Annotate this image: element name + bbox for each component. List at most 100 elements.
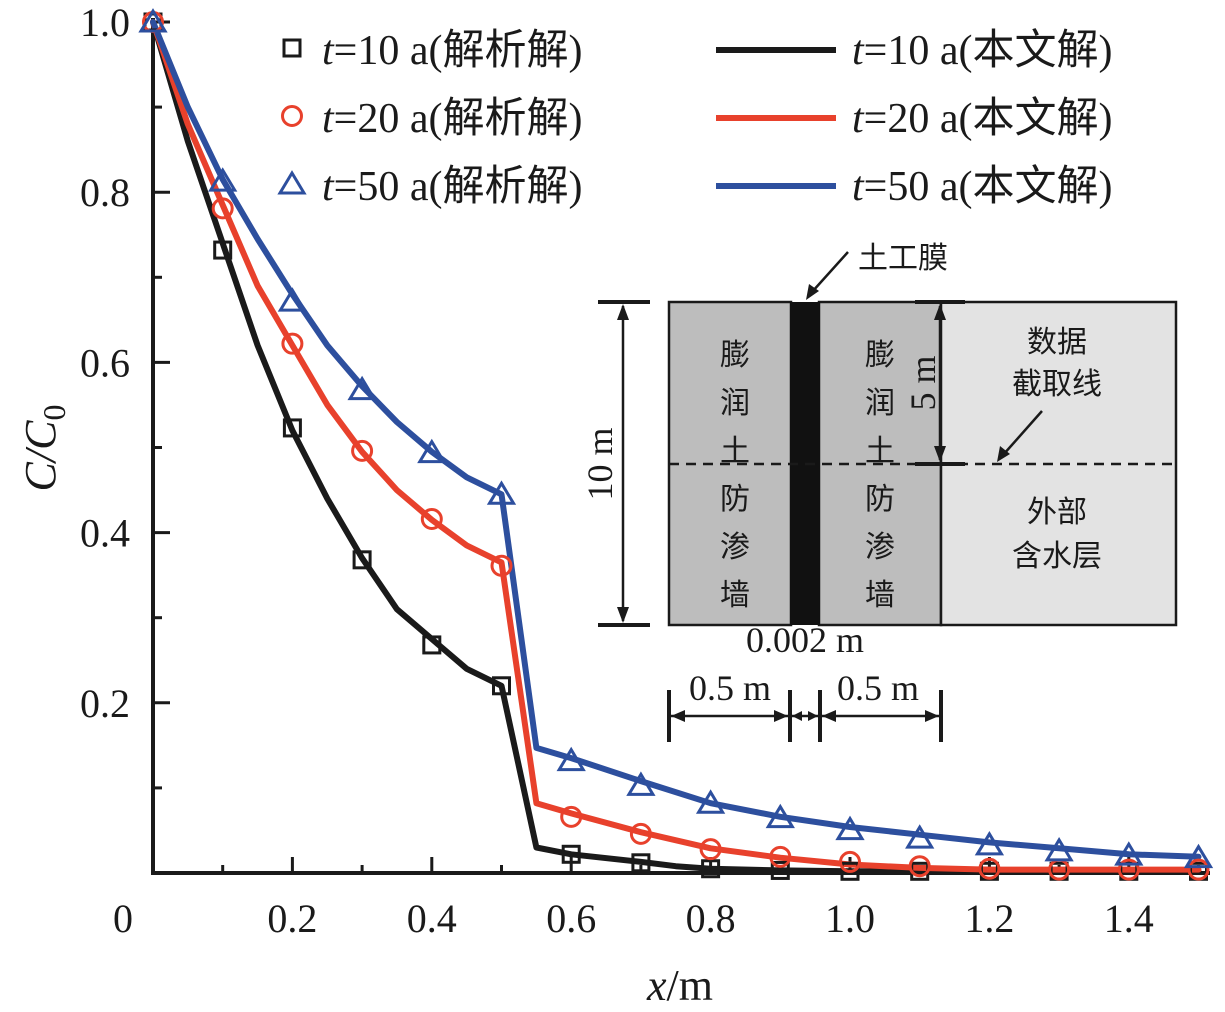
data-point-t20 (978, 857, 1001, 880)
x-tick-label: 0.6 (546, 896, 596, 941)
y-tick-label: 1.0 (80, 0, 130, 45)
legend-marker-t20 (281, 105, 303, 127)
x-tick-label: 0 (113, 896, 133, 941)
wall-label-char: 渗 (865, 530, 895, 565)
left-width-arrow-r (774, 710, 788, 722)
svg-text:C/C0: C/C0 (16, 405, 72, 492)
left-width-label: 0.5 m (689, 668, 771, 708)
right-width-label: 0.5 m (837, 668, 919, 708)
data-point-t20 (560, 805, 583, 828)
data-point-t20 (1187, 858, 1210, 881)
half-dim-arrow-bottom (934, 446, 946, 462)
data-point-t10 (561, 844, 581, 864)
legend-label: t=10 a(解析解) (322, 28, 582, 74)
wall-label-char: 渗 (720, 530, 750, 565)
analytical-series (138, 8, 1214, 881)
data-point-t20 (351, 439, 374, 462)
data-point-t20 (699, 838, 722, 861)
data-point-t50 (417, 438, 447, 464)
legend-label: t=10 a(本文解) (852, 27, 1112, 74)
half-dim-arrow-top (934, 304, 946, 320)
y-tick-label: 0.2 (80, 681, 130, 726)
wall-label-char: 润 (865, 386, 895, 421)
legend: t=10 a(解析解) t=20 a(解析解) t=50 a(解析解) t=10 a(… (277, 27, 1112, 210)
data-point-t20 (420, 507, 443, 530)
right-width-arrow-l (822, 710, 836, 722)
legend-marker-t50 (277, 170, 307, 195)
x-ticks: 0 0.2 0.4 0.6 0.8 1.0 1.2 1.4 (113, 857, 1200, 941)
data-point-t20 (1117, 858, 1140, 881)
aquifer-label-1: 外部 (1027, 495, 1087, 530)
data-point-t10 (770, 860, 790, 880)
data-point-t10 (213, 240, 233, 260)
wall-label-char: 墙 (720, 578, 750, 613)
data-point-t50 (905, 824, 935, 849)
data-point-t50 (835, 815, 865, 841)
numerical-series (150, 19, 1202, 875)
legend-marker-t10 (282, 38, 302, 58)
wall-label-char: 润 (720, 386, 750, 421)
data-point-t20 (908, 855, 931, 878)
height-dim-arrow-top (617, 304, 629, 320)
y-tick-label: 0.8 (80, 170, 130, 215)
geomembrane-label: 土工膜 (858, 241, 948, 276)
geomembrane-arrowhead (806, 284, 819, 300)
height-dim-label-group: 10 m (580, 427, 620, 500)
x-tick-label: 1.0 (825, 896, 875, 941)
data-point-t20 (281, 332, 304, 355)
data-line-label-2: 截取线 (1012, 367, 1102, 402)
data-point-t50 (277, 287, 308, 312)
data-point-t20 (769, 845, 792, 868)
wall-label-char: 膨 (865, 338, 895, 373)
data-point-t10 (840, 861, 860, 881)
data-line-label-1: 数据 (1027, 325, 1087, 360)
data-point-t10 (282, 418, 302, 438)
half-dim-label-group: 5 m (903, 355, 943, 410)
membrane-arrow-r (808, 711, 818, 721)
data-point-t50 (1044, 836, 1074, 862)
x-tick-label: 0.2 (267, 896, 317, 941)
legend-label: t=20 a(解析解) (322, 96, 582, 142)
data-point-t50 (486, 480, 517, 505)
data-point-t10 (352, 550, 372, 570)
data-line-arrowhead (997, 446, 1010, 462)
wall-label-char: 防 (720, 482, 750, 517)
half-dim-label: 5 m (903, 355, 943, 410)
x-tick-label: 0.4 (407, 896, 457, 941)
y-tick-label: 0.4 (80, 511, 130, 556)
legend-label: t=50 a(解析解) (322, 164, 582, 210)
y-ticks: 0.2 0.4 0.6 0.8 1.0 (80, 0, 170, 790)
wall-label-char: 土 (865, 434, 895, 469)
data-point-t50 (765, 803, 795, 829)
series-line-t50 (150, 19, 1202, 860)
data-point-t50 (347, 375, 377, 401)
wall-label-char: 土 (720, 434, 750, 469)
data-point-t50 (695, 789, 726, 814)
data-point-t20 (839, 850, 861, 873)
data-point-t50 (1114, 841, 1144, 866)
data-point-t20 (211, 197, 234, 220)
height-dim-label: 10 m (580, 427, 620, 500)
wall-label-char: 墙 (865, 578, 895, 613)
legend-label: t=20 a(本文解) (852, 95, 1112, 142)
data-point-t50 (1183, 843, 1214, 869)
legend-label: t=50 a(本文解) (852, 163, 1112, 210)
geomembrane-arrow (811, 251, 849, 293)
x-tick-label: 1.4 (1104, 896, 1154, 941)
data-point-t10 (701, 859, 721, 879)
x-tick-label: 1.2 (964, 896, 1014, 941)
series-line-t20 (150, 19, 1202, 873)
membrane-arrow-l (792, 711, 802, 721)
height-dim-arrow-bottom (617, 607, 629, 623)
data-point-t50 (556, 746, 586, 772)
left-width-arrow-l (671, 710, 685, 722)
data-point-t50 (626, 771, 656, 796)
membrane-thickness-label: 0.002 m (746, 620, 864, 660)
wall-label-char: 防 (865, 482, 895, 517)
data-point-t10 (492, 676, 511, 696)
data-point-t50 (974, 831, 1005, 856)
